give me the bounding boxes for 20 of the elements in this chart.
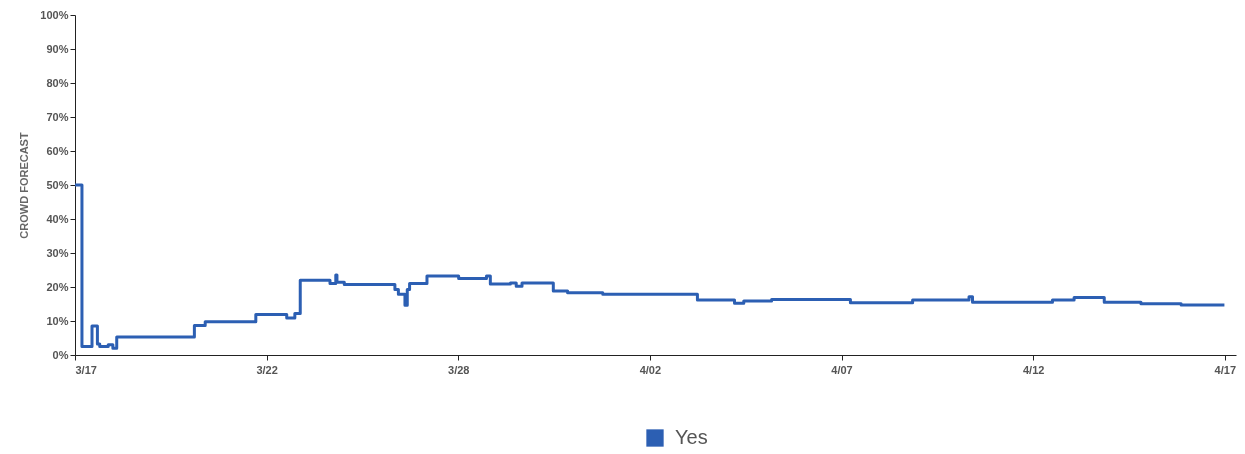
y-tick-label: 60% — [46, 144, 69, 157]
y-axis-title: CROWD FORECAST — [18, 132, 31, 239]
y-tick-label: 40% — [46, 212, 69, 225]
y-tick-label: 30% — [46, 246, 69, 259]
x-tick-label: 4/02 — [639, 363, 662, 376]
legend-label: Yes — [675, 426, 708, 448]
y-tick-label: 0% — [52, 348, 69, 361]
y-tick-label: 70% — [46, 110, 69, 123]
x-tick-label: 4/12 — [1022, 363, 1045, 376]
y-tick-label: 90% — [46, 42, 69, 55]
y-tick-label: 100% — [40, 8, 69, 21]
y-tick-label: 80% — [46, 76, 69, 89]
x-tick-label: 3/17 — [75, 363, 97, 376]
x-tick-label: 3/28 — [448, 363, 470, 376]
x-tick-label: 4/07 — [831, 363, 853, 376]
x-tick-label: 3/22 — [256, 363, 278, 376]
y-tick-label: 20% — [46, 280, 69, 293]
x-tick-label: 4/17 — [1214, 363, 1237, 376]
y-tick-label: 50% — [46, 178, 69, 191]
y-tick-label: 10% — [46, 314, 69, 327]
